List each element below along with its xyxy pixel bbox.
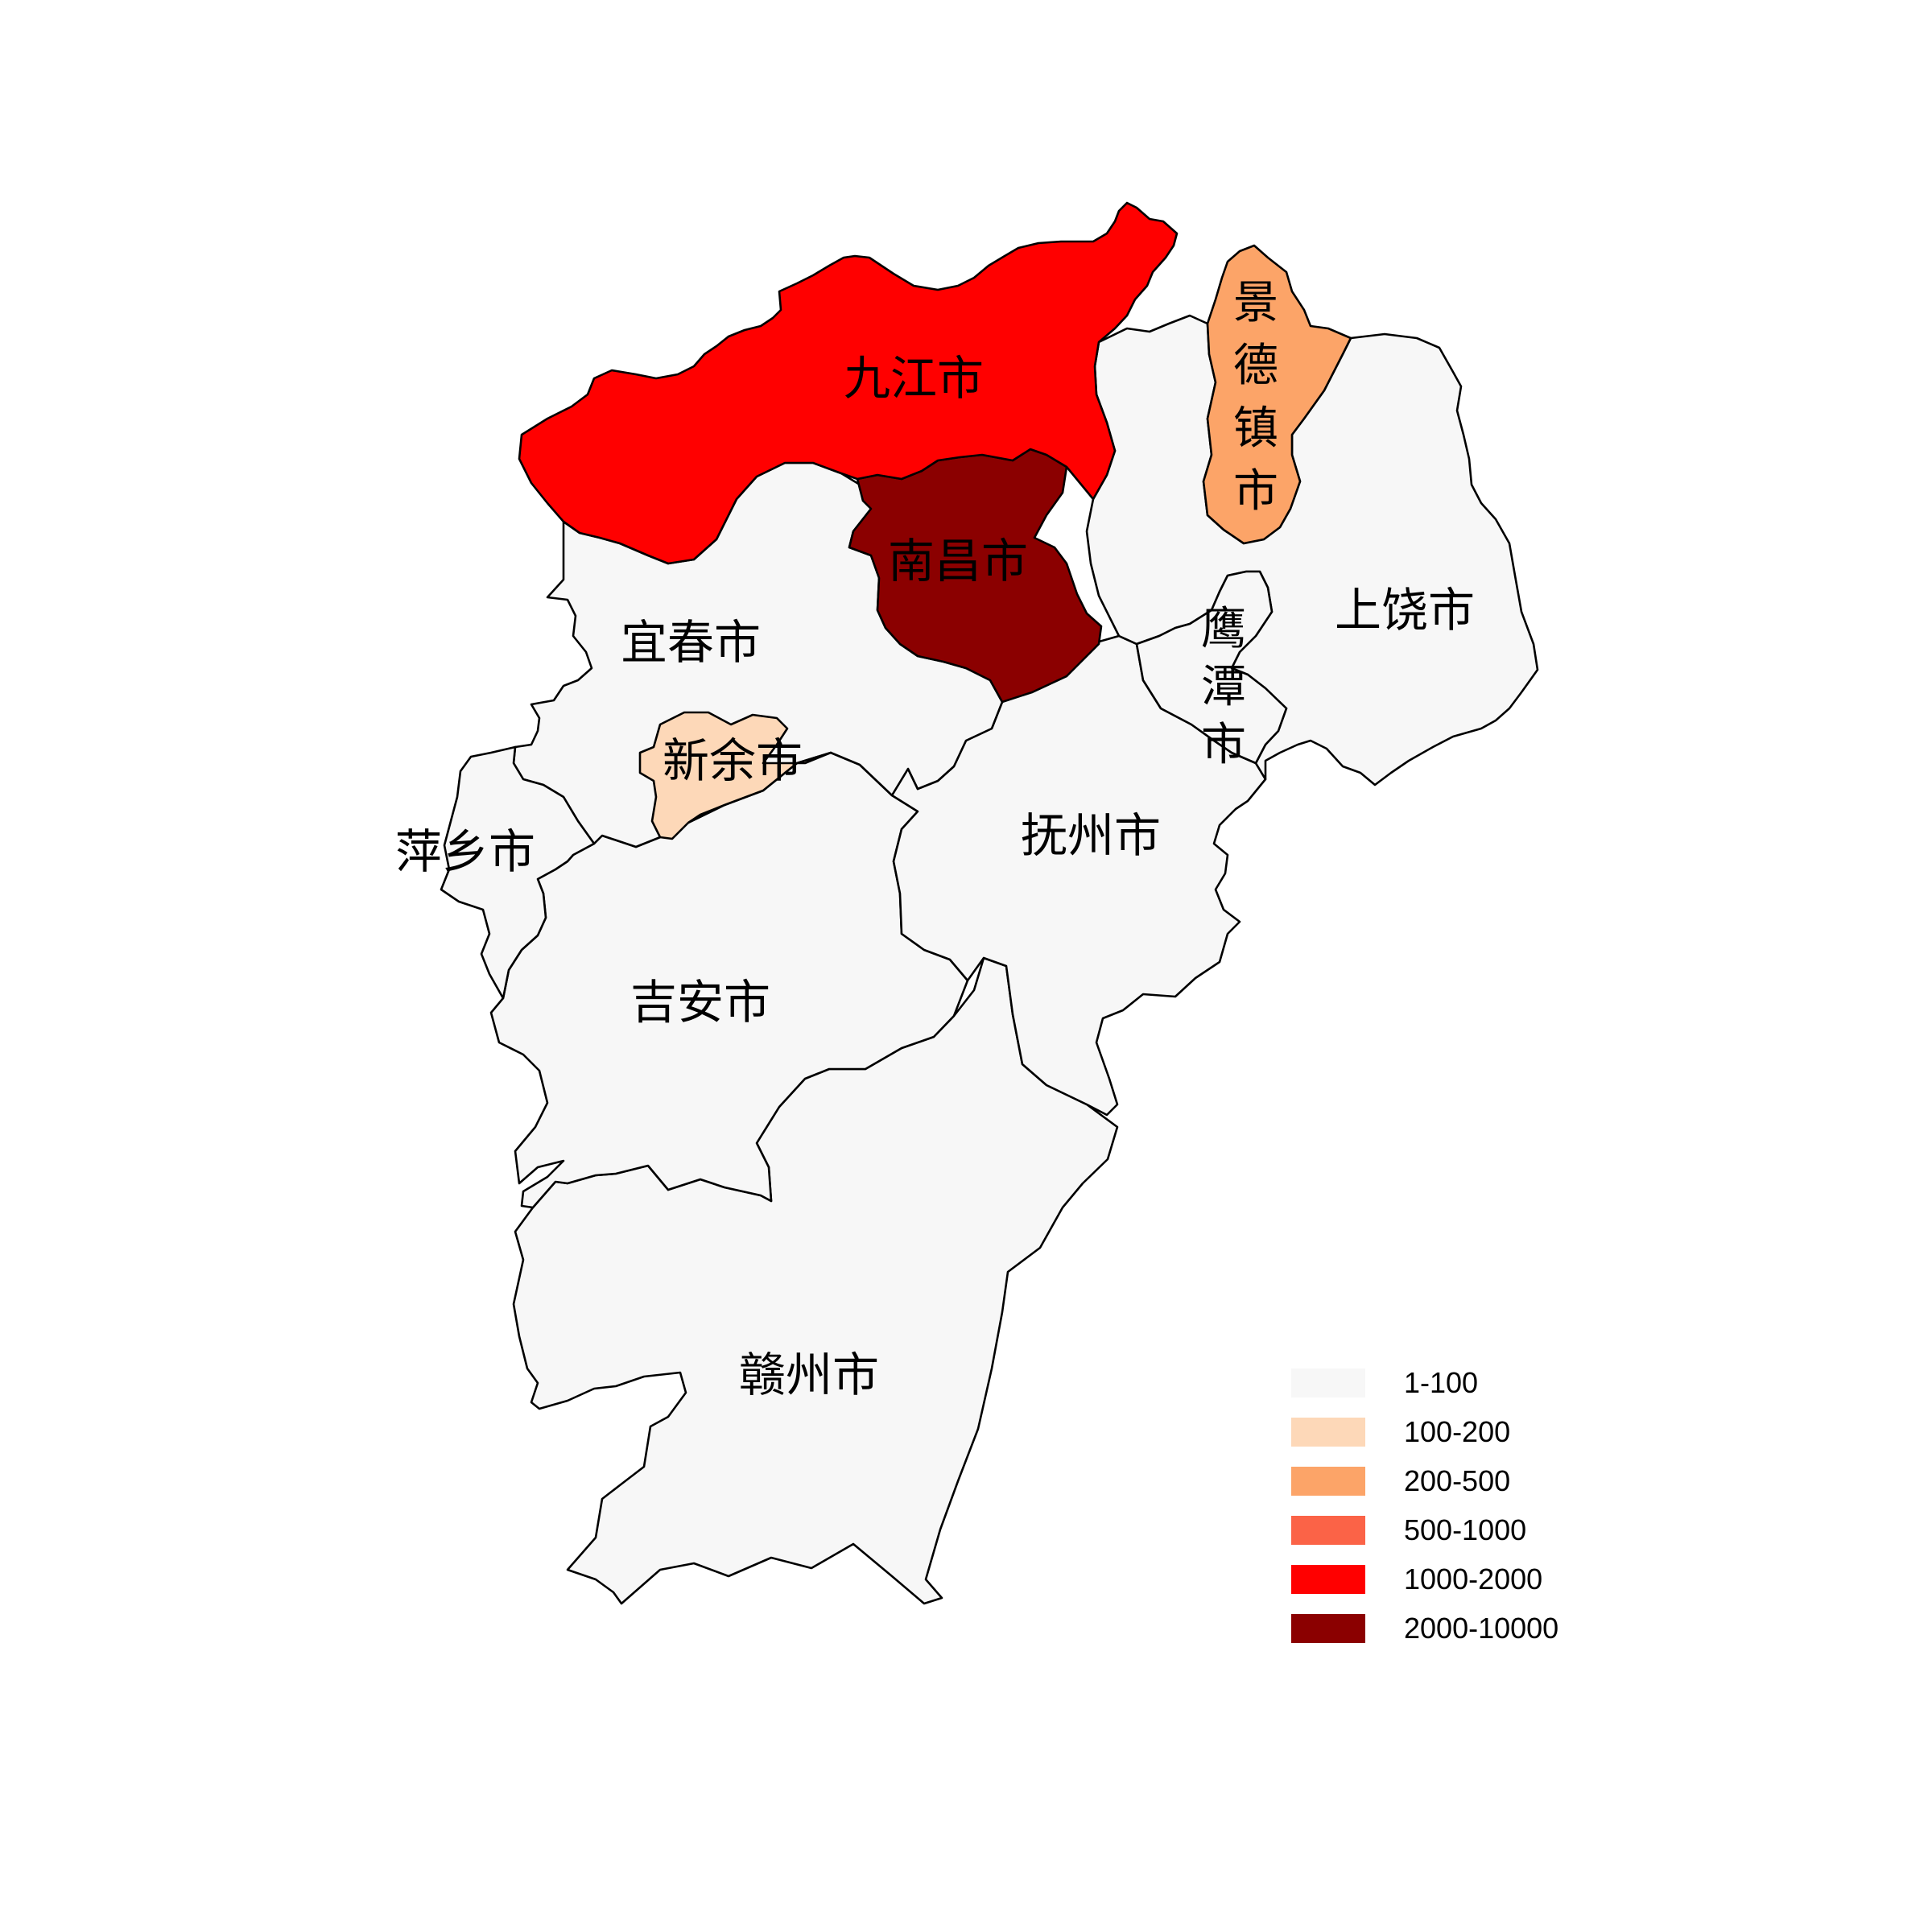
label-shangrao: 上饶市	[1335, 583, 1475, 638]
legend-item: 200-500	[1291, 1467, 1629, 1516]
legend-item: 1000-2000	[1291, 1565, 1629, 1614]
legend-item: 2000-10000	[1291, 1614, 1629, 1663]
region-jingdezhen[interactable]	[1202, 244, 1352, 545]
label-jian: 吉安市	[630, 975, 770, 1030]
label-pingxiang: 萍乡市	[395, 824, 535, 879]
legend-swatch	[1291, 1467, 1365, 1496]
map-legend: 1-100 100-200 200-500 500-1000 1000-2000…	[1291, 1368, 1629, 1663]
legend-label: 1000-2000	[1404, 1563, 1543, 1596]
label-nanchang: 南昌市	[888, 534, 1028, 588]
legend-label: 1-100	[1404, 1366, 1479, 1399]
legend-swatch	[1291, 1418, 1365, 1447]
legend-label: 500-1000	[1404, 1513, 1527, 1546]
legend-swatch	[1291, 1368, 1365, 1397]
label-jingdezhen-2: 德	[1233, 340, 1278, 392]
label-jingdezhen-1: 景	[1233, 277, 1278, 329]
legend-label: 2000-10000	[1404, 1612, 1559, 1645]
region-pingxiang[interactable]	[440, 745, 596, 1000]
legend-label: 200-500	[1404, 1464, 1511, 1497]
region-yingtan[interactable]	[1135, 570, 1288, 765]
legend-item: 1-100	[1291, 1368, 1629, 1418]
region-xinyu[interactable]	[638, 711, 832, 840]
legend-swatch	[1291, 1614, 1365, 1643]
label-yingtan-2: 潭	[1201, 661, 1246, 713]
legend-item: 500-1000	[1291, 1516, 1629, 1565]
label-jiujiang: 九江市	[844, 351, 984, 406]
region-jiujiang[interactable]	[518, 201, 1179, 565]
label-yichun: 宜春市	[621, 615, 761, 670]
label-fuzhou: 抚州市	[1021, 808, 1161, 863]
legend-item: 100-200	[1291, 1418, 1629, 1467]
legend-label: 100-200	[1404, 1415, 1511, 1448]
label-xinyu: 新余市	[663, 733, 803, 788]
label-jingdezhen-4: 市	[1233, 465, 1278, 518]
label-jingdezhen-3: 镇	[1233, 402, 1278, 455]
legend-swatch	[1291, 1516, 1365, 1545]
label-ganzhou: 赣州市	[739, 1348, 879, 1402]
label-yingtan-1: 鹰	[1201, 603, 1246, 655]
label-yingtan-3: 市	[1201, 719, 1246, 771]
legend-swatch	[1291, 1565, 1365, 1594]
